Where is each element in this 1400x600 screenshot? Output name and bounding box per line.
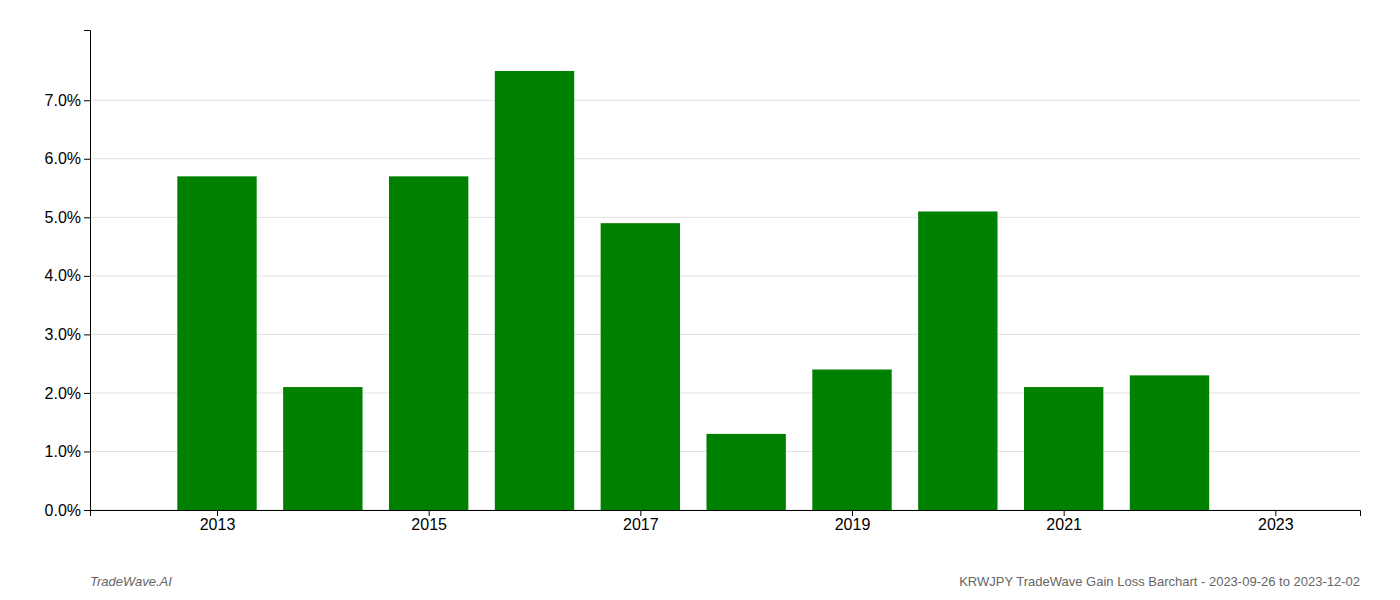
y-tick-label: 3.0% xyxy=(45,326,81,343)
bar xyxy=(1130,375,1209,510)
x-tick-mark xyxy=(217,510,218,516)
bar xyxy=(601,223,680,510)
grid-line xyxy=(90,217,1360,218)
chart-svg: 2013 2015 2017 2019 2021 2023 0.0% 1.0% 2.0% 3.0%… xyxy=(0,0,1400,600)
y-tick-label: 4.0% xyxy=(45,267,81,284)
y-tick-mark xyxy=(84,334,90,335)
x-tick-label: 2013 xyxy=(200,516,236,533)
y-tick: 6.0% xyxy=(45,150,90,167)
x-tick: 2015 xyxy=(411,510,447,533)
y-tick: 5.0% xyxy=(45,209,90,226)
bar xyxy=(283,387,362,510)
y-tick-label: 6.0% xyxy=(45,150,81,167)
grid-line xyxy=(90,158,1360,159)
x-tick-label: 2017 xyxy=(623,516,659,533)
footer-text: TradeWave.AI xyxy=(90,574,172,589)
bars xyxy=(177,71,1209,510)
x-tick-mark xyxy=(852,510,853,516)
x-tick: 2017 xyxy=(623,510,659,533)
grid-line xyxy=(90,334,1360,335)
y-tick-label: 5.0% xyxy=(45,209,81,226)
y-tick-mark xyxy=(84,276,90,277)
bar xyxy=(495,71,574,510)
y-tick-mark xyxy=(84,393,90,394)
grid-line xyxy=(90,275,1360,276)
grid xyxy=(90,100,1360,510)
plot-area: 2013 2015 2017 2019 2021 2023 0.0% 1.0% 2.0% 3.0%… xyxy=(45,31,1361,534)
x-tick: 2013 xyxy=(200,510,236,533)
x-tick-label: 2023 xyxy=(1258,516,1294,533)
x-tick-label: 2019 xyxy=(835,516,871,533)
y-tick-label: 1.0% xyxy=(45,443,81,460)
footer-text: KRWJPY TradeWave Gain Loss Barchart - 20… xyxy=(959,574,1360,589)
y-tick: 2.0% xyxy=(45,385,90,402)
x-tick: 2023 xyxy=(1258,510,1294,533)
y-tick-mark xyxy=(84,100,90,101)
y-tick-mark xyxy=(84,451,90,452)
bar xyxy=(812,370,891,510)
bar xyxy=(389,176,468,510)
y-tick: 3.0% xyxy=(45,326,90,343)
y-tick-label: 7.0% xyxy=(45,92,81,109)
bar xyxy=(706,434,785,510)
y-tick: 0.0% xyxy=(45,502,90,519)
x-axis-line xyxy=(91,511,1361,517)
bar xyxy=(1024,387,1103,510)
footer: TradeWave.AI KRWJPY TradeWave Gain Loss B… xyxy=(90,574,1360,589)
x-tick-mark xyxy=(429,510,430,516)
x-tick: 2019 xyxy=(835,510,871,533)
grid-line xyxy=(90,100,1360,101)
y-tick-label: 0.0% xyxy=(45,502,81,519)
x-tick-label: 2021 xyxy=(1046,516,1082,533)
chart-container: 2013 2015 2017 2019 2021 2023 0.0% 1.0% 2.0% 3.0%… xyxy=(0,0,1400,600)
x-tick-mark xyxy=(640,510,641,516)
y-tick-mark xyxy=(84,159,90,160)
y-tick-mark xyxy=(84,510,90,511)
y-tick: 1.0% xyxy=(45,443,90,460)
x-tick: 2021 xyxy=(1046,510,1082,533)
bar xyxy=(918,211,997,510)
x-axis: 2013 2015 2017 2019 2021 2023 xyxy=(91,510,1361,533)
x-tick-mark xyxy=(1275,510,1276,516)
x-tick-mark xyxy=(1064,510,1065,516)
y-tick-mark xyxy=(84,217,90,218)
x-tick-label: 2015 xyxy=(411,516,447,533)
bar xyxy=(177,176,256,510)
y-tick: 4.0% xyxy=(45,267,90,284)
y-axis: 0.0% 1.0% 2.0% 3.0% 4.0% 5.0% 6.0% 7.0% xyxy=(45,31,91,519)
y-tick: 7.0% xyxy=(45,92,90,109)
y-tick-label: 2.0% xyxy=(45,385,81,402)
y-axis-line xyxy=(84,31,91,511)
